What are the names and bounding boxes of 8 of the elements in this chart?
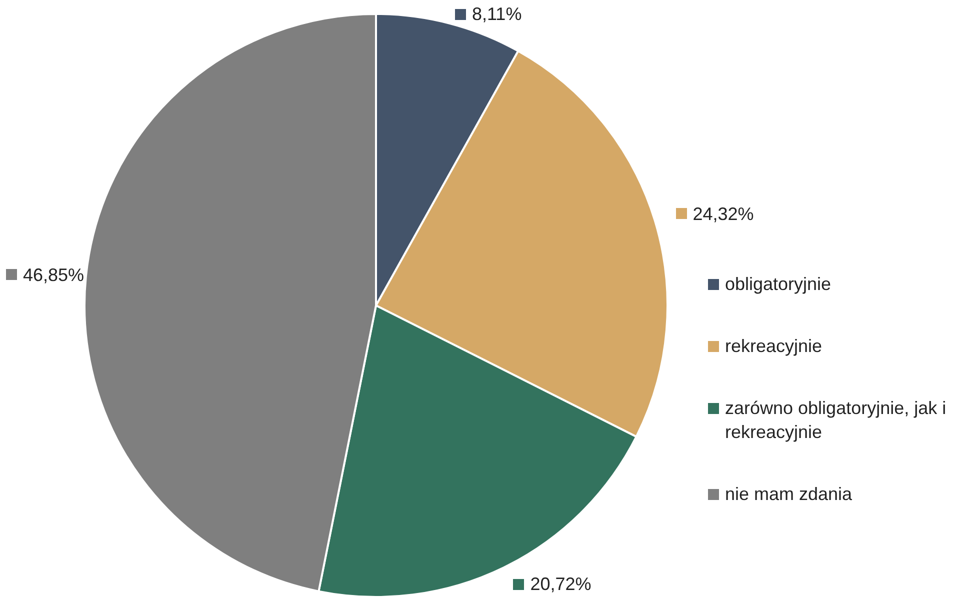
data-label: 46,85% (23, 264, 84, 286)
data-label: 24,32% (692, 202, 754, 225)
legend-label: nie mam zdania (725, 483, 852, 506)
legend-label: obligatoryjnie (725, 273, 832, 296)
legend-label: zarówno obligatoryjnie, jak i rekreacyjnie (725, 397, 948, 444)
data-label: 20,72% (530, 573, 592, 595)
legend-label: rekreacyjnie (725, 335, 822, 358)
data-label: 8,11% (472, 3, 522, 25)
